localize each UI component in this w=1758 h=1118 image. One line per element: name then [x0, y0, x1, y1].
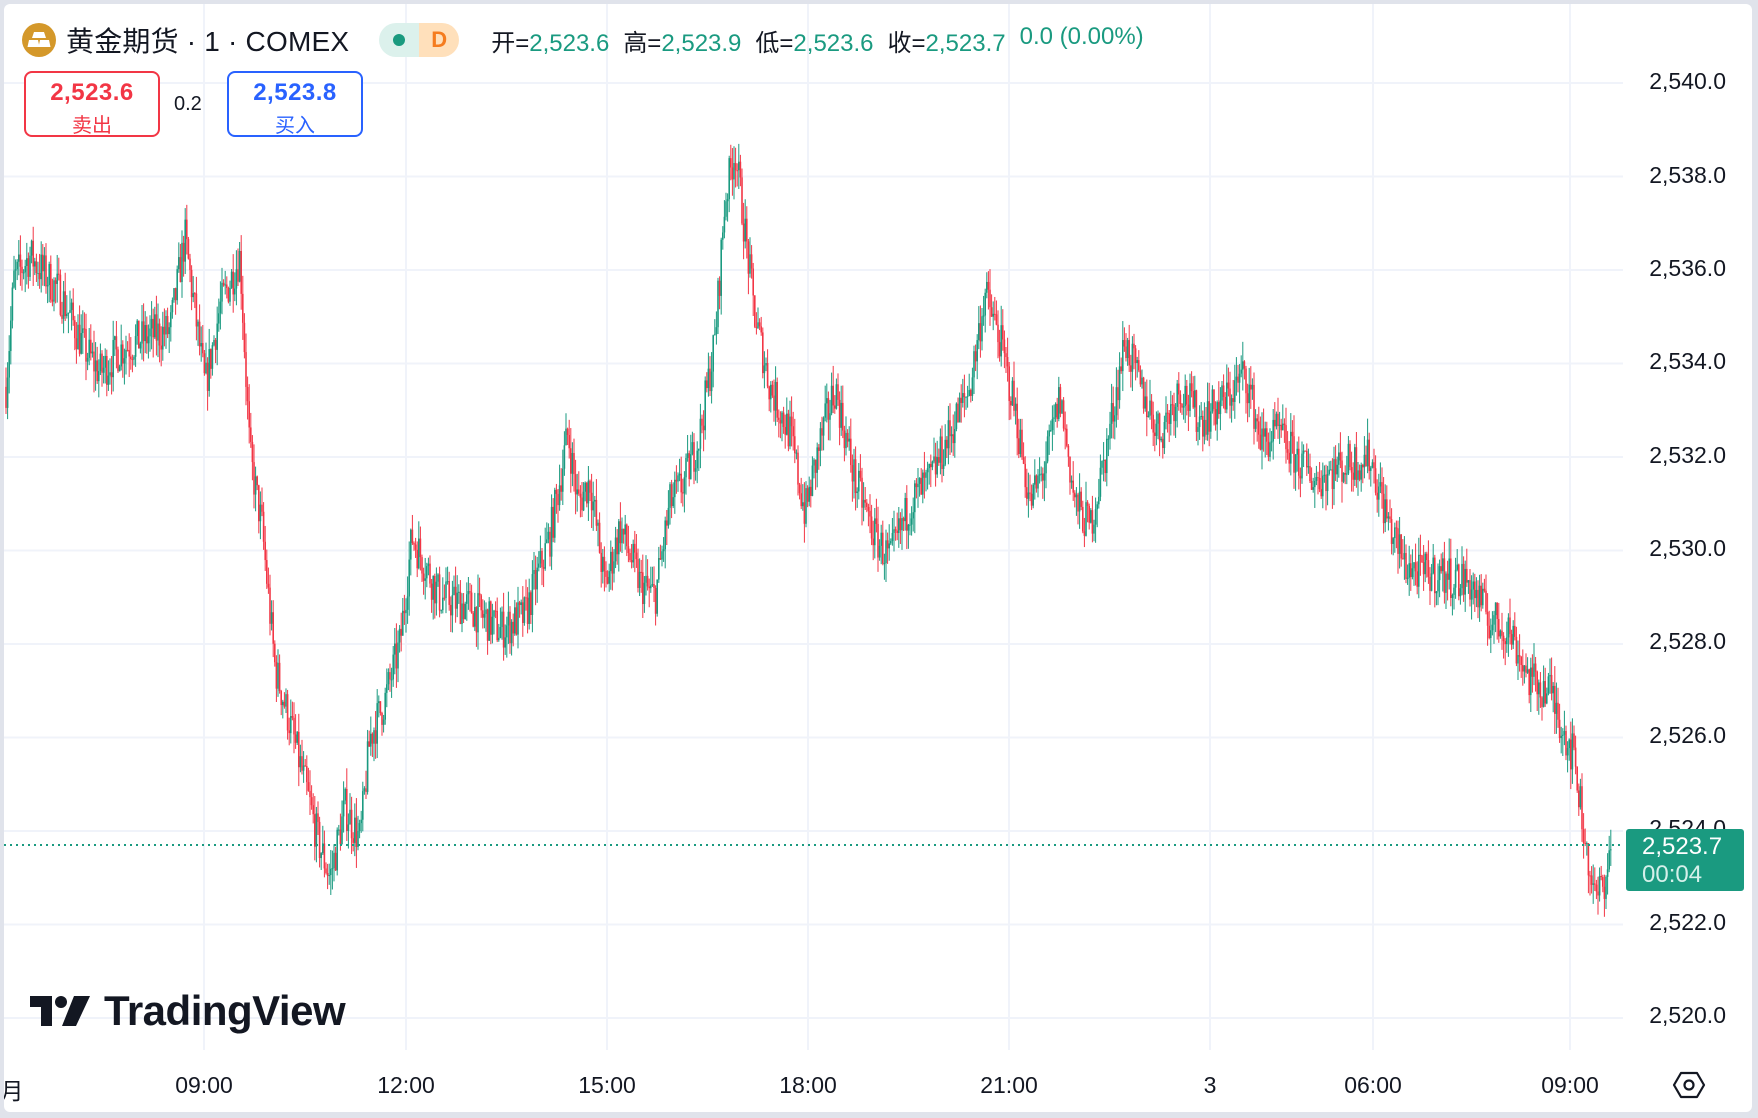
price-tick: 2,526.0: [1649, 722, 1726, 748]
live-dot-icon: [379, 23, 420, 57]
low-value: 2,523.6: [793, 29, 874, 57]
gold-bars-icon: [22, 23, 56, 57]
price-tick: 2,520.0: [1649, 1002, 1726, 1028]
tradingview-logo-text: TradingView: [104, 987, 346, 1034]
market-status-pill[interactable]: D: [379, 23, 460, 57]
open-value: 2,523.6: [529, 29, 610, 57]
time-tick: 09:00: [1541, 1072, 1599, 1098]
price-tick: 2,536.0: [1649, 255, 1726, 281]
tradingview-logo-icon: [30, 996, 90, 1026]
ohlc-values: 开=2,523.6 高=2,523.9 低=2,523.6 收=2,523.7 …: [491, 23, 1143, 58]
price-tick: 2,538.0: [1649, 162, 1726, 188]
gear-icon[interactable]: [1672, 1070, 1706, 1105]
price-tick: 2,528.0: [1649, 628, 1726, 654]
time-tick: 18:00: [779, 1072, 837, 1098]
low-label: 低=: [755, 29, 794, 57]
price-tick: 2,540.0: [1649, 68, 1726, 94]
sell-price: 2,523.6: [50, 79, 134, 106]
time-tick: 09:00: [175, 1072, 233, 1098]
time-tick: 15:00: [578, 1072, 636, 1098]
buy-label: 买入: [275, 115, 315, 137]
candlestick-chart[interactable]: [4, 4, 1752, 1112]
last-price-value: 2,523.7: [1642, 833, 1723, 860]
time-tick: 12:00: [377, 1072, 435, 1098]
buy-price: 2,523.8: [253, 79, 337, 106]
sell-label: 卖出: [72, 115, 112, 137]
market-status-badge: D: [419, 23, 460, 57]
price-tick: 2,522.0: [1649, 909, 1726, 935]
change-value: 0.0 (0.00%): [1019, 22, 1144, 50]
close-value: 2,523.7: [925, 29, 1006, 57]
high-label: 高=: [623, 29, 662, 57]
time-tick: 06:00: [1344, 1072, 1402, 1098]
open-label: 开=: [491, 29, 530, 57]
symbol-title[interactable]: 黄金期货 · 1 · COMEX: [66, 26, 350, 57]
sell-button[interactable]: 2,523.6 卖出: [24, 71, 160, 137]
last-price-label: 2,523.7 00:04: [1626, 829, 1744, 891]
time-tick: 21:00: [980, 1072, 1038, 1098]
time-tick: 月: [4, 1078, 24, 1104]
tradingview-logo[interactable]: TradingView: [30, 987, 346, 1035]
spread-value: 0.2: [174, 93, 202, 115]
bar-countdown: 00:04: [1642, 861, 1703, 888]
time-tick: 3: [1203, 1072, 1217, 1098]
price-tick: 2,532.0: [1649, 442, 1726, 468]
price-tick: 2,530.0: [1649, 535, 1726, 561]
buy-button[interactable]: 2,523.8 买入: [227, 71, 363, 137]
price-tick: 2,534.0: [1649, 348, 1726, 374]
chart-panel[interactable]: 黄金期货 · 1 · COMEX D 开=2,523.6 高=2,523.9 低…: [4, 4, 1752, 1112]
close-label: 收=: [887, 29, 926, 57]
chart-legend-header: 黄金期货 · 1 · COMEX D 开=2,523.6 高=2,523.9 低…: [22, 18, 1144, 62]
high-value: 2,523.9: [661, 29, 742, 57]
